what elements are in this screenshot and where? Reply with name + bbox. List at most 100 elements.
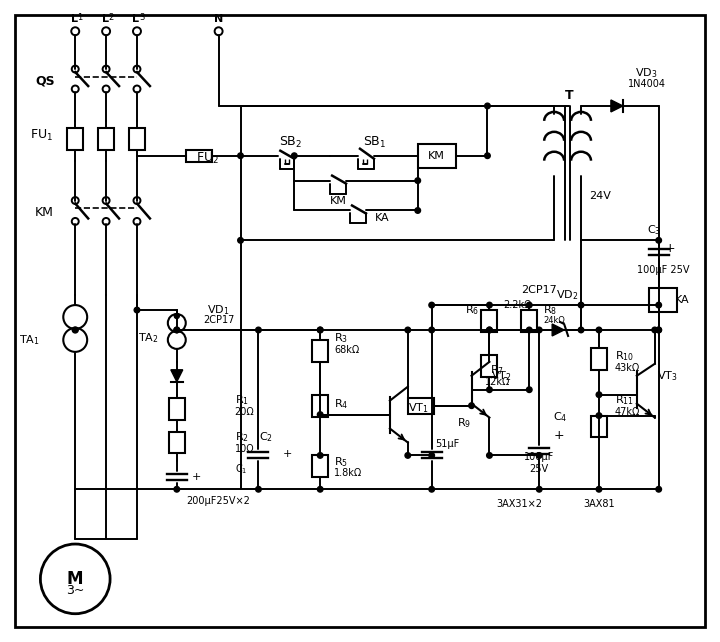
- Circle shape: [174, 327, 179, 333]
- Text: KA: KA: [375, 213, 390, 223]
- Circle shape: [526, 327, 532, 333]
- Text: 200μF25V×2: 200μF25V×2: [186, 496, 251, 506]
- Circle shape: [487, 302, 492, 308]
- Circle shape: [578, 302, 584, 308]
- Text: R$_6$: R$_6$: [465, 303, 480, 317]
- Circle shape: [485, 153, 490, 159]
- Text: 100μF 25V: 100μF 25V: [636, 265, 689, 275]
- Bar: [408, 397, 433, 413]
- Circle shape: [174, 313, 179, 318]
- Bar: [168, 397, 185, 420]
- Circle shape: [536, 487, 542, 492]
- Text: R$_{11}$: R$_{11}$: [615, 393, 634, 406]
- Text: R$_5$: R$_5$: [334, 455, 348, 469]
- Circle shape: [656, 327, 662, 333]
- Polygon shape: [171, 370, 183, 382]
- Text: +: +: [282, 449, 292, 460]
- Circle shape: [415, 178, 420, 184]
- Text: C$_4$: C$_4$: [553, 411, 567, 424]
- Text: C$_2$: C$_2$: [259, 431, 274, 444]
- Text: 1: 1: [78, 13, 83, 22]
- Text: R$_4$: R$_4$: [334, 397, 348, 410]
- Circle shape: [469, 403, 474, 408]
- Text: 2.2kΩ: 2.2kΩ: [503, 300, 532, 310]
- Circle shape: [238, 153, 243, 159]
- Text: KM: KM: [428, 151, 445, 160]
- Text: +: +: [192, 473, 202, 482]
- Circle shape: [318, 487, 323, 492]
- Circle shape: [72, 327, 78, 333]
- Text: +: +: [665, 242, 675, 255]
- Circle shape: [487, 387, 492, 392]
- Text: R$_1$: R$_1$: [235, 393, 248, 406]
- Circle shape: [487, 327, 492, 333]
- Circle shape: [318, 327, 323, 333]
- Circle shape: [292, 153, 297, 159]
- Text: 47kΩ: 47kΩ: [615, 406, 640, 417]
- Text: KM: KM: [35, 206, 53, 219]
- Circle shape: [429, 453, 434, 458]
- Bar: [591, 348, 607, 370]
- Text: L: L: [132, 14, 140, 24]
- Circle shape: [487, 327, 492, 333]
- Text: 1N4004: 1N4004: [628, 79, 666, 89]
- Bar: [186, 150, 212, 162]
- Text: 24kΩ: 24kΩ: [543, 315, 565, 324]
- Bar: [418, 144, 456, 168]
- Text: FU$_2$: FU$_2$: [196, 151, 219, 166]
- Circle shape: [536, 453, 542, 458]
- Bar: [312, 455, 328, 477]
- Text: FU$_1$: FU$_1$: [30, 128, 53, 143]
- Text: 2CP17: 2CP17: [521, 285, 557, 295]
- Circle shape: [318, 327, 323, 333]
- Circle shape: [656, 487, 662, 492]
- Circle shape: [256, 487, 261, 492]
- Circle shape: [429, 327, 434, 333]
- Text: +: +: [553, 429, 564, 442]
- Text: 3: 3: [139, 13, 145, 22]
- Text: 2: 2: [109, 13, 114, 22]
- Text: 3~: 3~: [66, 584, 84, 597]
- Text: C$_1$: C$_1$: [235, 462, 247, 476]
- Circle shape: [652, 327, 657, 333]
- Bar: [649, 288, 677, 312]
- Circle shape: [405, 453, 410, 458]
- Text: L: L: [102, 14, 109, 24]
- Bar: [98, 128, 114, 150]
- Circle shape: [596, 413, 602, 419]
- Text: 100μF: 100μF: [524, 453, 554, 462]
- Text: T: T: [564, 89, 573, 103]
- Text: 2CP17: 2CP17: [203, 315, 234, 325]
- Bar: [482, 355, 498, 377]
- Text: N: N: [214, 14, 223, 24]
- Text: R$_{10}$: R$_{10}$: [615, 349, 634, 363]
- Text: VT$_3$: VT$_3$: [657, 369, 678, 383]
- Text: VT$_2$: VT$_2$: [492, 369, 512, 383]
- Circle shape: [429, 302, 434, 308]
- Circle shape: [526, 302, 532, 308]
- Text: KA: KA: [675, 295, 689, 305]
- Text: 68kΩ: 68kΩ: [334, 345, 359, 355]
- Circle shape: [578, 327, 584, 333]
- Text: M: M: [67, 570, 84, 588]
- Bar: [67, 128, 84, 150]
- Circle shape: [596, 327, 602, 333]
- Circle shape: [596, 487, 602, 492]
- Bar: [312, 340, 328, 362]
- Circle shape: [256, 327, 261, 333]
- Circle shape: [656, 302, 662, 308]
- Text: C$_3$: C$_3$: [647, 223, 661, 238]
- Bar: [482, 310, 498, 332]
- Bar: [312, 395, 328, 417]
- Text: VD$_3$: VD$_3$: [636, 66, 658, 80]
- Circle shape: [405, 327, 410, 333]
- Circle shape: [318, 412, 323, 417]
- Text: QS: QS: [36, 74, 55, 87]
- Bar: [129, 128, 145, 150]
- Text: VD$_2$: VD$_2$: [556, 288, 578, 302]
- Text: SB$_1$: SB$_1$: [364, 135, 387, 150]
- Text: 12kΩ: 12kΩ: [485, 377, 510, 386]
- Circle shape: [174, 487, 179, 492]
- Text: 10Ω: 10Ω: [235, 444, 254, 455]
- Text: VT$_1$: VT$_1$: [408, 401, 428, 415]
